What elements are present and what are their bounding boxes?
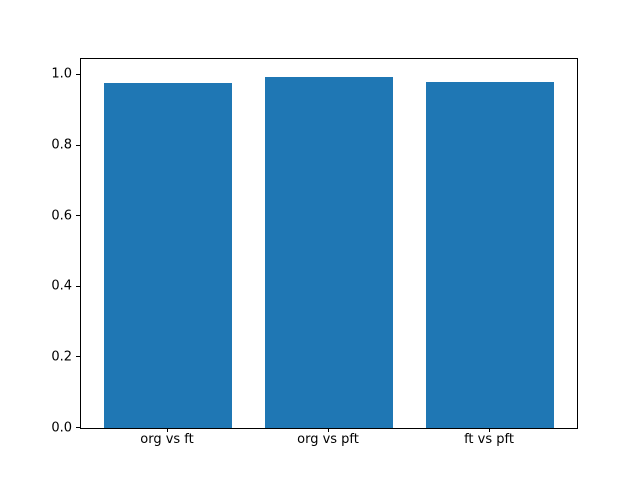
y-tick-label: 0.0: [51, 420, 72, 435]
y-tick-label: 0.6: [51, 208, 72, 224]
plot-area: [80, 58, 578, 429]
y-tick-mark: [76, 285, 80, 287]
y-tick-mark: [76, 427, 80, 428]
y-tick-label: 0.2: [51, 349, 72, 365]
y-tick-label: 1.0: [51, 66, 72, 82]
bar-ft-vs-pft: [425, 81, 555, 428]
y-tick-mark: [76, 73, 80, 75]
x-tick-mark: [167, 428, 168, 432]
bar-org-vs-pft: [264, 76, 394, 428]
y-tick-label: 0.8: [51, 137, 72, 153]
bar-org-vs-ft: [103, 83, 233, 428]
y-tick-mark: [76, 356, 80, 358]
x-tick-mark: [489, 428, 490, 432]
y-tick-mark: [76, 144, 80, 146]
x-tick-label: ft vs pft: [464, 432, 514, 447]
y-tick-label: 0.4: [51, 278, 72, 294]
y-tick-mark: [76, 215, 80, 217]
x-tick-label: org vs ft: [140, 432, 194, 447]
x-tick-label: org vs pft: [297, 432, 359, 447]
x-tick-mark: [328, 428, 329, 432]
